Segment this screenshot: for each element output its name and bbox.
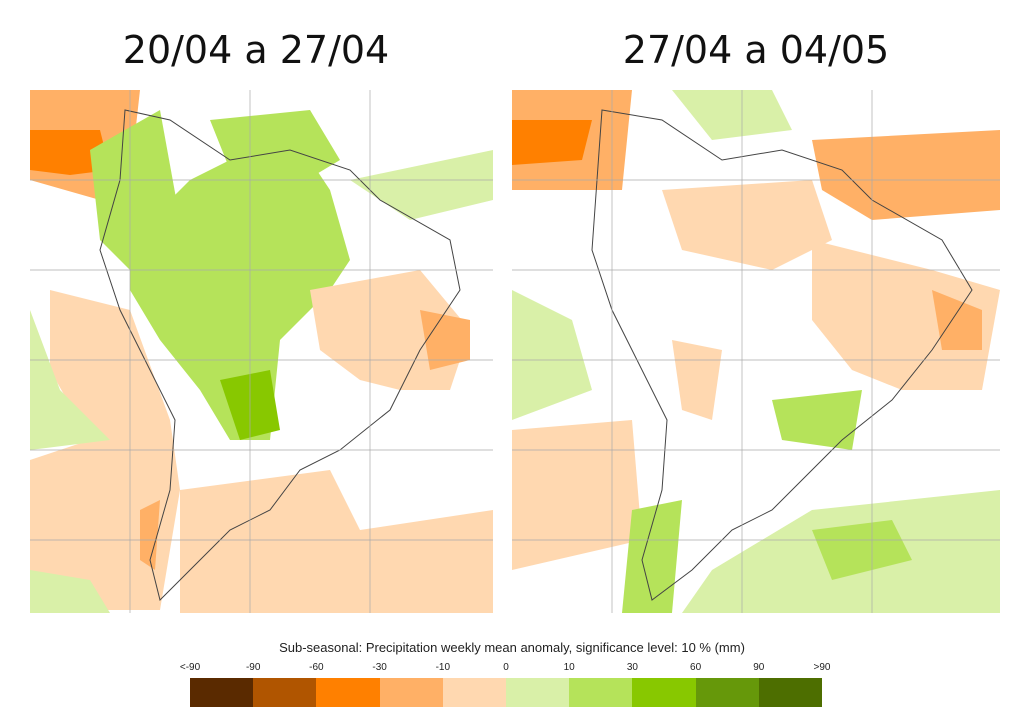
legend-color-swatch	[695, 678, 759, 707]
legend-color-swatch	[379, 678, 443, 707]
legend-tick-label: -10	[435, 662, 451, 673]
legend-color-swatch	[253, 678, 317, 707]
legend-title: Sub-seasonal: Precipitation weekly mean …	[279, 640, 745, 655]
legend-tick-label: 60	[690, 662, 702, 673]
legend-tick-label: -90	[245, 662, 261, 673]
legend-ticks: <-90 -90 -60 -30 -10 0 10 30 60 90 >90	[180, 662, 831, 676]
legend-tick-label: 30	[626, 662, 638, 673]
legend-tick-label: 90	[753, 662, 765, 673]
legend-tick-label: -60	[309, 662, 324, 673]
legend-color-swatch	[758, 678, 823, 707]
panel-title-week2: 27/04 a 04/05	[622, 28, 890, 72]
legend-color-swatch	[190, 678, 254, 707]
legend-color-swatch	[316, 678, 380, 707]
legend-tick-label: >90	[813, 662, 831, 673]
legend-tick-label: -30	[372, 662, 387, 673]
legend-colorbar	[190, 678, 823, 707]
panel-title-week1: 20/04 a 27/04	[122, 28, 390, 72]
legend-color-swatch	[506, 678, 570, 707]
legend-tick-label: 0	[503, 662, 509, 673]
legend-tick-label: 10	[563, 662, 575, 673]
legend-color-swatch	[442, 678, 507, 707]
legend-color-swatch	[569, 678, 633, 707]
legend-color-swatch	[632, 678, 696, 707]
legend-tick-label: <-90	[179, 662, 201, 673]
anomaly-map-week2	[512, 90, 1000, 613]
anomaly-map-week1	[30, 90, 493, 613]
